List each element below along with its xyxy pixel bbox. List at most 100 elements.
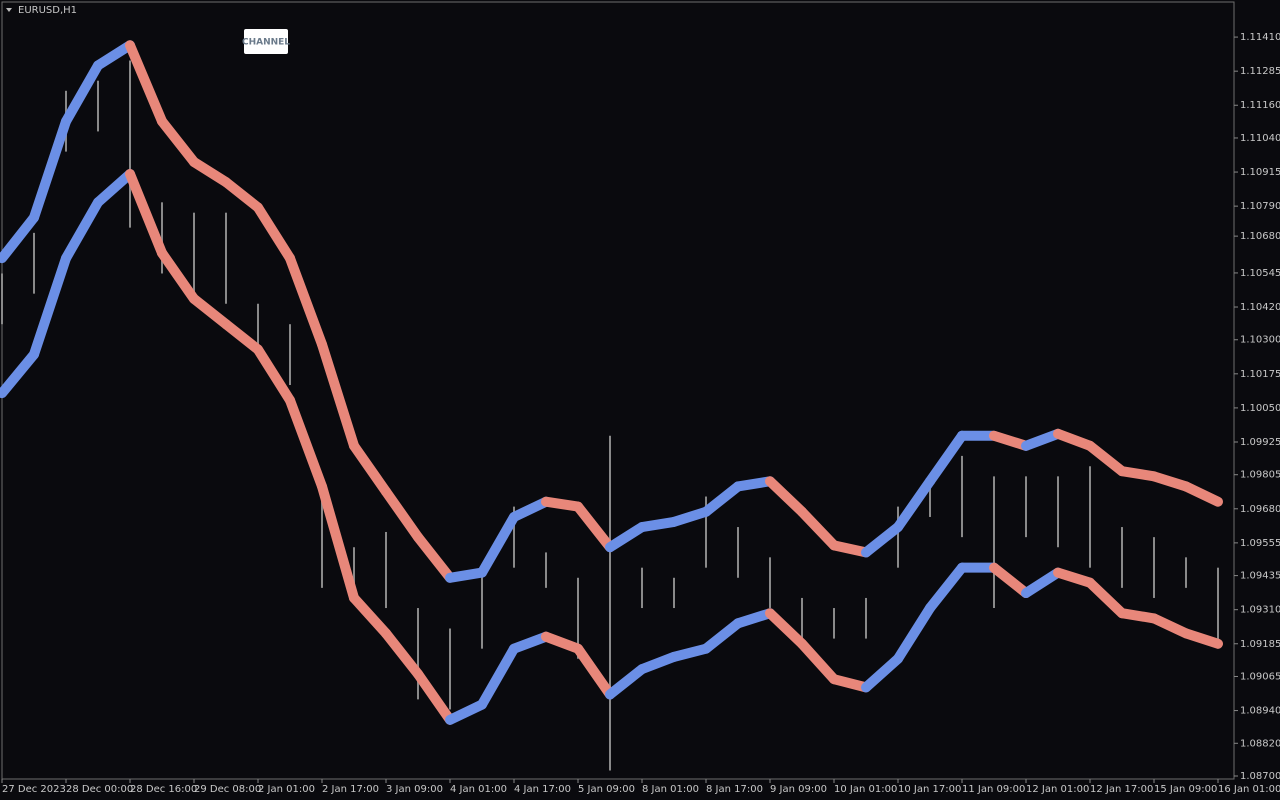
y-tick-label: 1.10050: [1240, 403, 1280, 414]
x-tick-label: 10 Jan 01:00: [834, 784, 897, 795]
channel-segment: [1181, 628, 1223, 649]
y-tick-label: 1.09065: [1240, 671, 1280, 682]
y-tick-label: 1.10790: [1240, 201, 1280, 212]
channel-segment: [669, 506, 711, 527]
badge-box[interactable]: [244, 29, 288, 54]
channel-segment: [413, 669, 455, 725]
channel-segment: [445, 699, 487, 725]
channel-segment: [381, 486, 423, 543]
channel-segment: [989, 562, 1031, 599]
x-tick-label: 12 Jan 17:00: [1090, 784, 1153, 795]
y-tick-label: 1.09805: [1240, 470, 1280, 481]
channel-segment: [669, 643, 711, 662]
channel-segment: [29, 253, 71, 360]
channel-segment: [349, 440, 391, 497]
x-tick-label: 28 Dec 16:00: [130, 784, 197, 795]
channel-segment: [1117, 466, 1159, 482]
channel-segment: [701, 618, 743, 654]
y-tick-label: 1.10915: [1240, 167, 1280, 178]
y-tick-label: 1.11410: [1240, 32, 1280, 43]
y-tick-label: 1.11285: [1240, 66, 1280, 77]
y-tick-label: 1.08820: [1240, 738, 1280, 749]
channel-segment: [0, 349, 39, 399]
y-tick-label: 1.11040: [1240, 133, 1280, 144]
channel-segment: [861, 522, 903, 558]
channel-segment: [1149, 471, 1191, 492]
y-tick-label: 1.10175: [1240, 369, 1280, 380]
channel-segment: [157, 116, 199, 167]
channel-segment: [989, 430, 1031, 451]
channel-segment: [0, 212, 39, 264]
channel-segment: [1149, 613, 1191, 639]
chart-title: EURUSD,H1: [18, 5, 77, 16]
channel-segment: [797, 638, 839, 685]
channel-segment: [93, 168, 135, 208]
menu-arrow[interactable]: [6, 8, 12, 12]
channel-segment: [1085, 440, 1127, 477]
x-tick-label: 28 Dec 00:00: [66, 784, 133, 795]
x-tick-label: 15 Jan 09:00: [1154, 784, 1217, 795]
channel-segment: [189, 156, 231, 188]
channel-segment: [541, 631, 583, 654]
x-tick-label: 4 Jan 01:00: [450, 784, 507, 795]
channel-segment: [1053, 567, 1095, 588]
channel-segment: [125, 40, 167, 127]
y-tick-label: 1.09925: [1240, 437, 1280, 448]
channel-segment: [413, 532, 455, 583]
channel-segment: [1181, 481, 1223, 507]
channel-segment: [61, 197, 103, 264]
channel-segment: [189, 293, 231, 330]
x-tick-label: 11 Jan 09:00: [962, 784, 1025, 795]
channel-segment: [317, 481, 359, 603]
channel-segment: [477, 511, 519, 578]
channel-segment: [733, 608, 775, 629]
x-tick-label: 2 Jan 01:00: [258, 784, 315, 795]
channel-segment: [125, 168, 167, 259]
channel-segment: [285, 395, 327, 492]
channel-segment: [861, 653, 903, 693]
y-tick-label: 1.08940: [1240, 706, 1280, 717]
channel-segment: [285, 253, 327, 350]
channel-segment: [605, 664, 647, 700]
y-tick-label: 1.09185: [1240, 639, 1280, 650]
channel-segment: [93, 40, 135, 71]
y-tick-label: 1.10545: [1240, 268, 1280, 279]
channel-segment: [573, 643, 615, 700]
channel-segment: [925, 562, 967, 614]
y-tick-label: 1.09680: [1240, 504, 1280, 515]
channel-segment: [701, 481, 743, 517]
channel-segment: [893, 603, 935, 664]
channel-segment: [477, 643, 519, 710]
channel-segment: [61, 60, 103, 127]
channel-segment: [509, 631, 551, 654]
y-tick-label: 1.10420: [1240, 302, 1280, 313]
channel-segment: [829, 540, 871, 558]
channel-segment: [797, 506, 839, 551]
channel-segment: [1021, 428, 1063, 451]
x-tick-label: 27 Dec 2023: [2, 784, 66, 795]
channel-segment: [349, 592, 391, 639]
channel-segment: [381, 628, 423, 680]
x-tick-label: 29 Dec 08:00: [194, 784, 261, 795]
channel-segment: [253, 202, 295, 264]
channel-segment: [29, 116, 71, 223]
channel-segment: [733, 476, 775, 492]
x-tick-label: 9 Jan 09:00: [770, 784, 827, 795]
x-tick-label: 10 Jan 17:00: [898, 784, 961, 795]
channel-segment: [445, 567, 487, 583]
y-tick-label: 1.10300: [1240, 335, 1280, 346]
y-tick-label: 1.09435: [1240, 571, 1280, 582]
channel-segment: [253, 344, 295, 406]
channel-segment: [1117, 608, 1159, 624]
channel-segment: [573, 501, 615, 553]
channel: [0, 40, 1223, 725]
y-tick-label: 1.08700: [1240, 771, 1280, 782]
channel-segment: [605, 522, 647, 553]
channel-segment: [1085, 577, 1127, 619]
channel-segment: [1053, 428, 1095, 451]
x-tick-label: 3 Jan 09:00: [386, 784, 443, 795]
channel-segment: [925, 430, 967, 487]
badge[interactable]: CHANNEL: [242, 38, 290, 48]
